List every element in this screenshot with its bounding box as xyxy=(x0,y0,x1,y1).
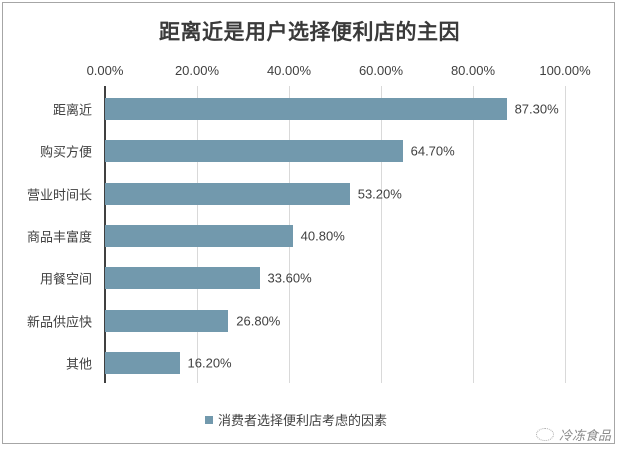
category-label: 其他 xyxy=(65,357,92,373)
data-label: 53.20% xyxy=(357,186,402,202)
data-label: 40.80% xyxy=(300,228,345,244)
legend-swatch xyxy=(205,415,213,424)
x-tick-label: 80.00% xyxy=(450,63,496,78)
gridline xyxy=(473,86,474,383)
category-label: 商品丰富度 xyxy=(26,230,92,246)
bar[interactable] xyxy=(105,182,350,205)
bar[interactable] xyxy=(105,140,403,163)
watermark-text: 冷冻食品 xyxy=(558,429,611,444)
gridline xyxy=(565,86,566,383)
data-label: 16.20% xyxy=(187,355,232,371)
category-label: 营业时间长 xyxy=(26,188,92,204)
legend-label: 消费者选择便利店考虑的因素 xyxy=(218,414,388,429)
x-tick-label: 100.00% xyxy=(539,63,591,78)
x-tick-label: 40.00% xyxy=(266,63,312,78)
x-tick-label: 0.00% xyxy=(86,63,124,78)
data-label: 87.30% xyxy=(514,101,559,117)
chart-title: 距离近是用户选择便利店的主因 xyxy=(159,20,460,44)
category-label: 用餐空间 xyxy=(39,272,92,288)
gridline xyxy=(381,86,382,383)
category-label: 距离近 xyxy=(52,103,92,119)
watermark: 冷冻食品 xyxy=(535,425,611,444)
category-label: 新品供应快 xyxy=(26,315,92,330)
legend[interactable]: 消费者选择便利店考虑的因素 xyxy=(205,410,387,429)
bar[interactable] xyxy=(105,267,260,290)
bar[interactable] xyxy=(105,351,180,374)
bar[interactable] xyxy=(105,98,507,120)
y-axis-line xyxy=(104,86,106,383)
bar[interactable] xyxy=(105,224,293,247)
x-tick-label: 60.00% xyxy=(358,63,404,78)
data-label: 33.60% xyxy=(267,270,312,286)
category-label: 购买方便 xyxy=(39,145,92,161)
wechat-icon xyxy=(535,428,554,441)
bar[interactable] xyxy=(105,309,229,332)
data-label: 64.70% xyxy=(410,143,455,159)
data-label: 26.80% xyxy=(236,313,281,328)
x-tick-label: 20.00% xyxy=(174,63,220,78)
